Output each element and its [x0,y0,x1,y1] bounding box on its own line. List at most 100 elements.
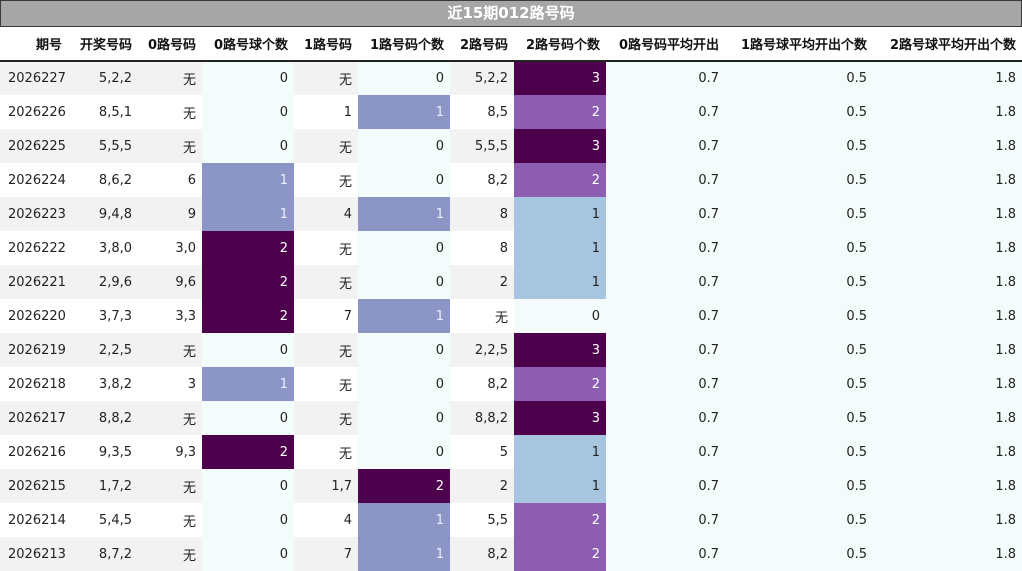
table-cell: 1.8 [873,401,1022,435]
table-cell: 0 [202,61,294,95]
table-cell: 0.7 [606,333,725,367]
table-cell: 1.8 [873,299,1022,333]
table-row: 2026222 3,8,0 3,0 2 无 0 8 1 0.7 0.5 1.8 [0,231,1022,265]
table-cell: 2 [202,435,294,469]
table-cell: 无 [450,299,514,333]
table-cell: 无 [138,401,202,435]
table-cell: 0.5 [725,299,873,333]
table-cell: 0 [358,61,450,95]
table-cell: 0.7 [606,197,725,231]
table-cell: 3,8,0 [68,231,138,265]
table-cell: 8 [450,231,514,265]
table-cell: 2 [514,95,606,129]
table-cell: 0 [358,435,450,469]
table-cell: 2026222 [0,231,68,265]
table-cell: 2026221 [0,265,68,299]
table-cell: 2026226 [0,95,68,129]
table-cell: 2026220 [0,299,68,333]
table-cell: 0.7 [606,435,725,469]
table-cell: 1.8 [873,333,1022,367]
column-header: 开奖号码 [68,27,138,62]
table-cell: 5,5,5 [68,129,138,163]
table-cell: 0.5 [725,95,873,129]
table-cell: 2026224 [0,163,68,197]
table-cell: 3 [514,61,606,95]
table-cell: 1 [514,231,606,265]
table-cell: 1,7 [294,469,358,503]
table-cell: 3,7,3 [68,299,138,333]
table-cell: 2 [202,231,294,265]
table-cell: 2 [514,163,606,197]
data-table: 期号 开奖号码 0路号码 0路号球个数 1路号码 1路号码个数 2路号码 2路号码个数 0路号码… [0,27,1022,571]
table-cell: 2026218 [0,367,68,401]
table-cell: 2 [514,367,606,401]
table-cell: 0 [358,231,450,265]
table-cell: 0 [202,333,294,367]
table-cell: 3 [138,367,202,401]
table-cell: 1.8 [873,435,1022,469]
table-cell: 7 [294,537,358,571]
table-cell: 无 [138,61,202,95]
table-cell: 2026213 [0,537,68,571]
table-cell: 3 [514,333,606,367]
table-row: 2026224 8,6,2 6 1 无 0 8,2 2 0.7 0.5 1.8 [0,163,1022,197]
table-cell: 0.7 [606,299,725,333]
table-cell: 1 [514,435,606,469]
header-row: 期号 开奖号码 0路号码 0路号球个数 1路号码 1路号码个数 2路号码 2路号码个数 0路号码… [0,27,1022,62]
column-header: 0路号码平均开出 [606,27,725,62]
table-cell: 2026215 [0,469,68,503]
table-row: 2026215 1,7,2 无 0 1,7 2 2 1 0.7 0.5 1.8 [0,469,1022,503]
table-cell: 1 [358,537,450,571]
table-cell: 无 [138,537,202,571]
table-cell: 1 [358,503,450,537]
table-cell: 2026214 [0,503,68,537]
table-cell: 0 [358,129,450,163]
table-row: 2026219 2,2,5 无 0 无 0 2,2,5 3 0.7 0.5 1.8 [0,333,1022,367]
table-cell: 2026225 [0,129,68,163]
table-cell: 1.8 [873,469,1022,503]
table-cell: 3,0 [138,231,202,265]
table-cell: 无 [138,129,202,163]
table-cell: 0.5 [725,61,873,95]
table-cell: 3 [514,129,606,163]
table-cell: 0.7 [606,129,725,163]
table-cell: 1 [202,367,294,401]
table-cell: 4 [294,197,358,231]
table-cell: 8,6,2 [68,163,138,197]
table-cell: 1 [514,469,606,503]
table-cell: 8,2 [450,163,514,197]
table-body: 2026227 5,2,2 无 0 无 0 5,2,2 3 0.7 0.5 1.8 2026226 8,… [0,61,1022,571]
table-cell: 无 [138,95,202,129]
table-cell: 0 [202,95,294,129]
column-header: 期号 [0,27,68,62]
table-cell: 8,8,2 [450,401,514,435]
table-cell: 5,2,2 [68,61,138,95]
table-cell: 0.7 [606,61,725,95]
table-cell: 1 [514,265,606,299]
table-cell: 9 [138,197,202,231]
table-cell: 0.7 [606,469,725,503]
table-cell: 2 [202,299,294,333]
column-header: 2路号码 [450,27,514,62]
table-cell: 0.7 [606,537,725,571]
table-cell: 1 [358,197,450,231]
table-cell: 2,2,5 [450,333,514,367]
table-cell: 5,5,5 [450,129,514,163]
table-cell: 0.5 [725,265,873,299]
column-header: 1路号球平均开出个数 [725,27,873,62]
table-cell: 0 [202,469,294,503]
table-cell: 无 [138,503,202,537]
table-row: 2026214 5,4,5 无 0 4 1 5,5 2 0.7 0.5 1.8 [0,503,1022,537]
table-cell: 1.8 [873,537,1022,571]
table-cell: 0.5 [725,333,873,367]
table-cell: 0 [202,129,294,163]
table-cell: 无 [138,469,202,503]
table-title: 近15期012路号码 [0,0,1022,27]
table-cell: 8,2 [450,367,514,401]
table-cell: 0.5 [725,537,873,571]
table-cell: 1.8 [873,265,1022,299]
table-cell: 2,9,6 [68,265,138,299]
table-cell: 无 [294,61,358,95]
table-cell: 0 [202,401,294,435]
table-cell: 无 [294,129,358,163]
